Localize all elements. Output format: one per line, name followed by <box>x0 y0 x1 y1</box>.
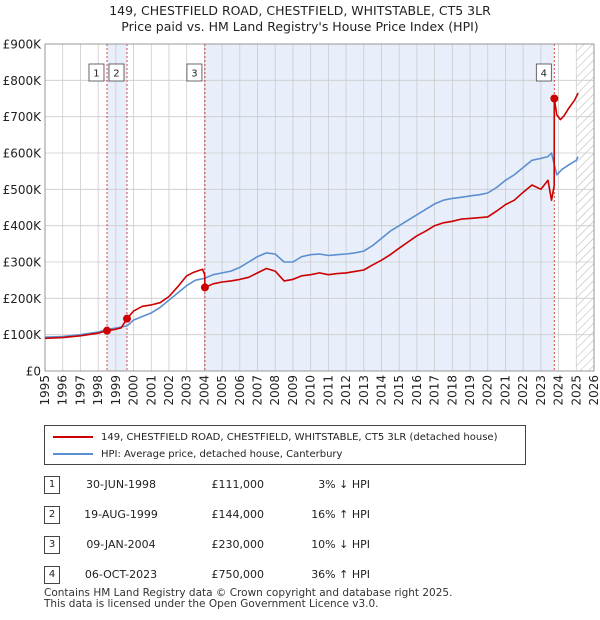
shaded-period <box>204 44 555 371</box>
sale-hpi-diff: 16% ↑ HPI <box>311 508 370 521</box>
x-tick-label: 2003 <box>180 375 194 406</box>
sale-price: £144,000 <box>211 508 265 521</box>
forecast-hatch <box>576 44 594 371</box>
price-chart: 1 2 3 4 £0 £100K £200K £300K £400K £500K £600K £700… <box>3 38 600 406</box>
y-tick-label: £200K <box>3 292 43 306</box>
sale-hpi-diff: 10% ↓ HPI <box>311 538 370 551</box>
x-tick-label: 2001 <box>144 375 158 406</box>
footer-licence: This data is licensed under the Open Gov… <box>44 598 379 610</box>
sale-label-box <box>186 63 203 82</box>
sale-number: 1 <box>44 476 60 494</box>
y-tick-label: £700K <box>3 110 43 124</box>
sale-number: 3 <box>44 536 60 554</box>
x-tick-label: 2012 <box>339 375 353 406</box>
x-tick-label: 2015 <box>392 375 406 406</box>
x-tick-label: 2021 <box>498 375 512 406</box>
legend-swatch-property <box>53 436 93 438</box>
x-tick-label: 2014 <box>374 375 388 406</box>
sale-point <box>102 326 111 335</box>
shaded-period <box>106 44 127 371</box>
sale-hpi-diff: 36% ↑ HPI <box>311 568 370 581</box>
x-tick-label: 2025 <box>569 375 583 406</box>
sale-date: 06-OCT-2023 <box>84 568 158 581</box>
sale-point <box>200 283 209 292</box>
sale-hpi-diff: 3% ↓ HPI <box>318 478 370 491</box>
footer: Contains HM Land Registry data © Crown c… <box>44 588 452 610</box>
sale-row: 3 09-JAN-2004 £230,000 10% ↓ HPI <box>44 536 444 556</box>
x-tick-label: 2019 <box>463 375 477 406</box>
x-tick-label: 1996 <box>56 375 70 406</box>
hpi-line <box>44 152 579 338</box>
legend-item-hpi: HPI: Average price, detached house, Cant… <box>53 447 342 461</box>
x-tick-label: 2004 <box>197 375 211 406</box>
sale-label-box <box>108 63 125 82</box>
x-tick-label: 2020 <box>481 375 495 406</box>
x-tick-label: 1999 <box>109 375 123 406</box>
legend-swatch-hpi <box>53 453 93 455</box>
sale-date: 30-JUN-1998 <box>85 478 157 491</box>
property-price-line <box>44 92 579 340</box>
y-tick-label: £100K <box>3 328 43 342</box>
sale-label: 1 <box>93 69 99 80</box>
y-tick-label: £800K <box>3 74 43 88</box>
x-tick-label: 1997 <box>73 375 87 406</box>
x-tick-label: 2002 <box>162 375 176 406</box>
legend-label-hpi: HPI: Average price, detached house, Cant… <box>101 448 343 460</box>
x-tick-label: 2018 <box>445 375 459 406</box>
legend-item-property: 149, CHESTFIELD ROAD, CHESTFIELD, WHITST… <box>53 430 497 444</box>
x-tick-label: 2000 <box>127 375 141 406</box>
x-tick-label: 2006 <box>233 375 247 406</box>
sale-row: 1 30-JUN-1998 £111,000 3% ↓ HPI <box>44 476 444 496</box>
x-tick-label: 2026 <box>587 375 600 406</box>
legend: 149, CHESTFIELD ROAD, CHESTFIELD, WHITST… <box>44 425 526 465</box>
sale-row: 4 06-OCT-2023 £750,000 36% ↑ HPI <box>44 566 444 586</box>
sale-number: 4 <box>44 566 60 584</box>
x-tick-label: 2022 <box>516 375 530 406</box>
y-tick-label: £500K <box>3 183 43 197</box>
chart-title: 149, CHESTFIELD ROAD, CHESTFIELD, WHITST… <box>109 3 491 18</box>
legend-label-property: 149, CHESTFIELD ROAD, CHESTFIELD, WHITST… <box>101 431 498 443</box>
sale-price: £111,000 <box>211 478 265 491</box>
x-tick-label: 2010 <box>304 375 318 406</box>
x-tick-label: 1998 <box>91 375 105 406</box>
y-tick-label: £400K <box>3 219 43 233</box>
x-tick-label: 2005 <box>215 375 229 406</box>
sale-label-box <box>535 63 552 82</box>
y-tick-label: £900K <box>3 38 43 52</box>
x-tick-label: 2017 <box>428 375 442 406</box>
chart-subtitle: Price paid vs. HM Land Registry's House … <box>121 19 479 34</box>
x-tick-label: 2016 <box>410 375 424 406</box>
sale-price: £750,000 <box>211 568 265 581</box>
sale-row: 2 19-AUG-1999 £144,000 16% ↑ HPI <box>44 506 444 526</box>
x-tick-label: 2008 <box>268 375 282 406</box>
footer-copyright: Contains HM Land Registry data © Crown c… <box>44 587 453 599</box>
sale-date: 09-JAN-2004 <box>86 538 156 551</box>
x-tick-label: 2009 <box>286 375 300 406</box>
sale-price: £230,000 <box>211 538 265 551</box>
sale-date: 19-AUG-1999 <box>84 508 158 521</box>
x-tick-label: 2013 <box>357 375 371 406</box>
sale-label: 3 <box>191 69 197 80</box>
plot-frame <box>44 43 595 372</box>
y-tick-label: £300K <box>3 256 43 270</box>
sale-label-box <box>88 63 105 82</box>
x-tick-label: 2024 <box>552 375 566 406</box>
x-tick-label: 1995 <box>38 375 52 406</box>
y-tick-label: £0 <box>26 365 41 379</box>
sale-number: 2 <box>44 506 60 524</box>
sale-label: 2 <box>113 69 119 80</box>
x-tick-label: 2023 <box>534 375 548 406</box>
x-tick-label: 2011 <box>321 375 335 406</box>
y-tick-label: £600K <box>3 147 43 161</box>
x-tick-label: 2007 <box>251 375 265 406</box>
sale-point <box>122 314 131 323</box>
sale-label: 4 <box>541 69 547 80</box>
sale-point <box>550 94 559 103</box>
